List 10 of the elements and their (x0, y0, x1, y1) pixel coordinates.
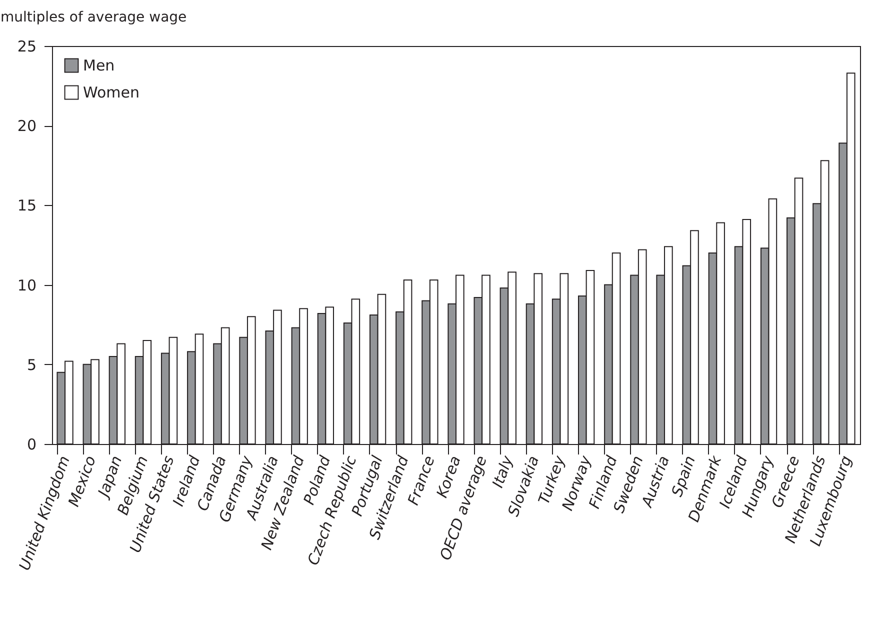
legend-label: Women (83, 84, 140, 102)
y-tick-label: 20 (17, 117, 36, 136)
y-axis-title: multiples of average wage (0, 10, 187, 26)
legend-label: Men (83, 56, 115, 74)
y-tick-label: 10 (17, 276, 36, 294)
y-tick-label: 15 (17, 196, 36, 215)
x-tick-label: Korea (432, 453, 464, 500)
y-tick-label: 0 (26, 436, 36, 454)
y-tick-label: 25 (17, 38, 36, 56)
y-tick-label: 5 (26, 356, 36, 374)
